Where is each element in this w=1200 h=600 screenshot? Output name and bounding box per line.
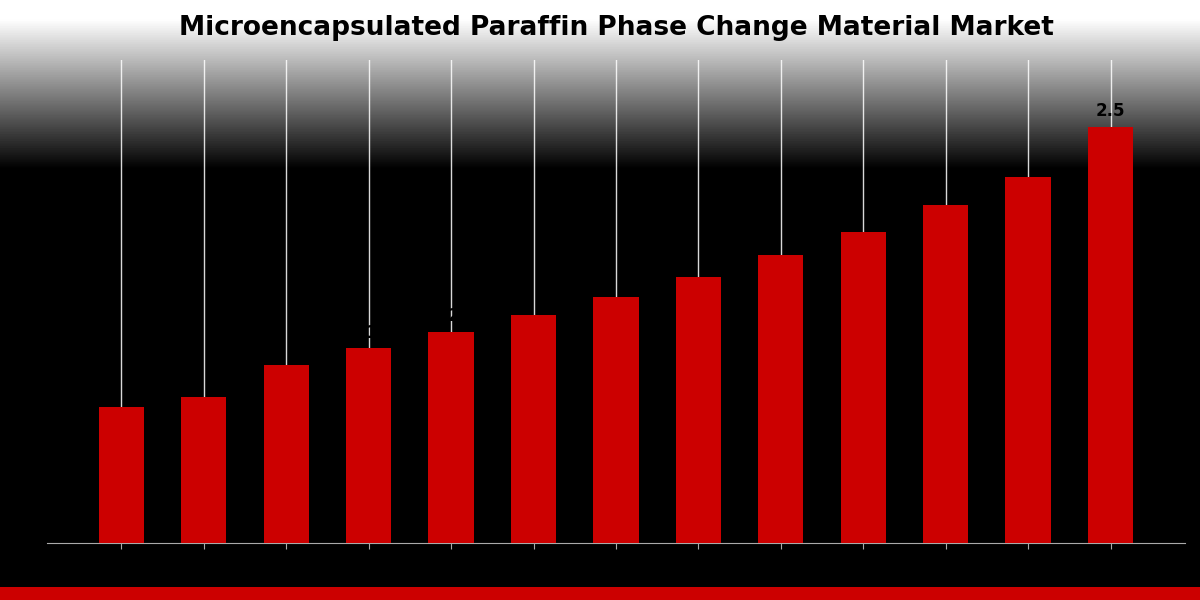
- Text: 1.27: 1.27: [431, 307, 472, 325]
- Bar: [511, 315, 556, 544]
- Bar: [676, 277, 721, 544]
- Bar: [758, 255, 804, 544]
- Bar: [1006, 176, 1051, 544]
- Bar: [346, 349, 391, 544]
- Bar: [264, 365, 308, 544]
- Bar: [1088, 127, 1133, 544]
- Bar: [181, 397, 227, 544]
- Text: 2.5: 2.5: [1096, 102, 1126, 120]
- Bar: [840, 232, 886, 544]
- Bar: [593, 296, 638, 544]
- Bar: [428, 332, 474, 544]
- Y-axis label: Market Value in USD Billion: Market Value in USD Billion: [14, 179, 34, 424]
- Text: 1.17: 1.17: [348, 323, 389, 341]
- Title: Microencapsulated Paraffin Phase Change Material Market: Microencapsulated Paraffin Phase Change …: [179, 15, 1054, 41]
- Bar: [98, 407, 144, 544]
- Bar: [923, 205, 968, 544]
